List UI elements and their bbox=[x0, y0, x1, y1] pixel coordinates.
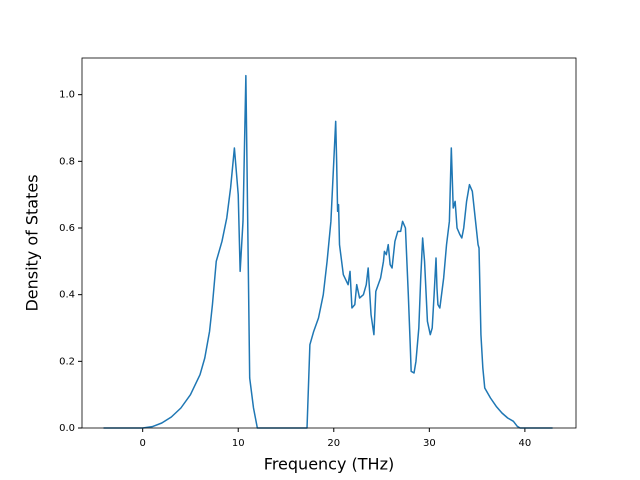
y-tick-label: 0.6 bbox=[59, 223, 75, 234]
y-tick-label: 0.0 bbox=[59, 423, 75, 434]
y-tick-label: 0.4 bbox=[59, 290, 75, 301]
x-tick-label: 20 bbox=[327, 438, 340, 449]
plot-frame bbox=[81, 57, 577, 429]
x-axis-label: Frequency (THz) bbox=[264, 455, 394, 474]
x-tick-label: 40 bbox=[519, 438, 532, 449]
x-tick-label: 10 bbox=[232, 438, 245, 449]
y-tick-label: 0.8 bbox=[59, 156, 75, 167]
y-axis-label: Density of States bbox=[23, 174, 42, 311]
data-line bbox=[103, 74, 553, 429]
y-tick-label: 0.2 bbox=[59, 356, 75, 367]
x-tick-label: 30 bbox=[423, 438, 436, 449]
x-tick-label: 0 bbox=[139, 438, 145, 449]
y-tick-label: 1.0 bbox=[59, 90, 75, 101]
